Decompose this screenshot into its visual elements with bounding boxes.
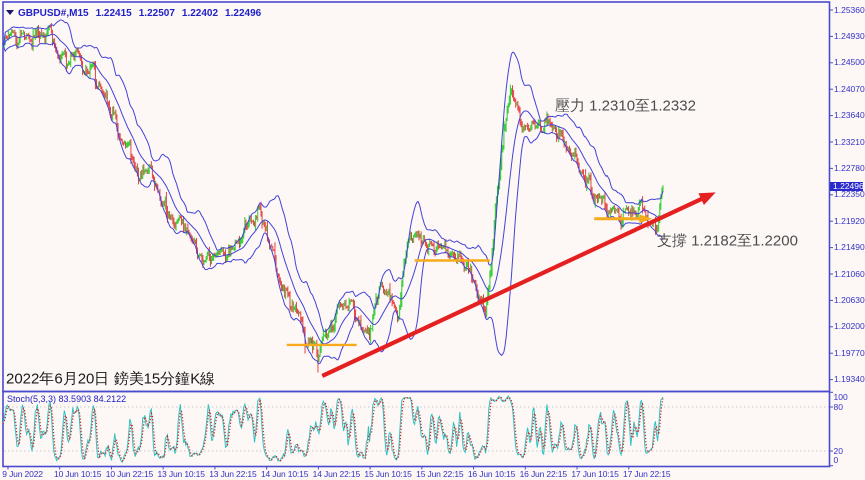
quote-open: 1.22415 (95, 8, 132, 19)
cjk-glyph-美 (129, 369, 144, 388)
text-run: 15 (143, 370, 161, 388)
stoch-name: Stoch(5,3,3) (7, 394, 57, 404)
quote-low: 1.22402 (181, 8, 219, 19)
text-run: 1.2310 (585, 97, 636, 115)
cjk-glyph-分 (160, 369, 175, 388)
time-axis-label: 16 Jun 22:15 (519, 468, 568, 479)
time-axis-label: 14 Jun 10:15 (260, 468, 309, 479)
text-run: 1.2200 (752, 232, 798, 250)
price-axis-label: 1.25360 (834, 4, 865, 15)
trend-arrow-line (321, 195, 706, 378)
price-axis-label: 1.24930 (834, 30, 865, 41)
price-axis-label: 1.20630 (834, 294, 865, 305)
cjk-glyph-至 (737, 231, 752, 250)
price-axis-label: 1.21060 (834, 268, 865, 279)
price-axis-label: 1.22780 (834, 162, 865, 173)
time-axis-label: 9 Jun 2022 (2, 468, 43, 479)
time-axis-label: 15 Jun 10:15 (364, 468, 412, 479)
text-run: 1.2332 (650, 97, 696, 115)
stoch-d-value: 84.2122 (93, 394, 127, 404)
quote-high: 1.22507 (138, 8, 175, 19)
text-run: 1.2182 (687, 232, 738, 250)
stoch-axis-label: 100 (833, 392, 848, 402)
level-segment-arrowhead (639, 214, 653, 224)
time-axis-label: 15 Jun 22:15 (416, 468, 464, 479)
time-axis-label: 10 Jun 10:15 (54, 468, 102, 479)
time-axis-label: 17 Jun 22:15 (623, 468, 671, 479)
stochastic-d-line (2, 396, 664, 462)
indicator-panel-border (2, 390, 831, 468)
symbol-dropdown-triangle-icon[interactable] (6, 10, 14, 15)
time-axis-label: 17 Jun 10:15 (571, 468, 619, 479)
time-axis-label: 14 Jun 22:15 (312, 468, 361, 479)
price-axis-label: 1.19340 (834, 374, 865, 385)
time-axis-label: 16 Jun 10:15 (467, 468, 516, 479)
support-annotation: 1.2182 1.2200 (657, 231, 798, 250)
price-axis-label: 1.22350 (834, 189, 865, 200)
time-axis-label: 13 Jun 22:15 (209, 468, 257, 479)
cjk-glyph-撐 (672, 231, 687, 250)
cjk-glyph-力 (570, 96, 585, 115)
stochastic-indicator-label: Stoch(5,3,3) 83.5903 84.2122 (7, 394, 126, 404)
cjk-glyph-至 (635, 96, 650, 115)
candles-down (5, 23, 658, 373)
cjk-glyph-日 (94, 369, 109, 388)
text-run: 20 (77, 370, 95, 388)
price-axis-label: 1.23210 (834, 136, 865, 147)
stoch-axis-label: 80 (833, 401, 843, 412)
symbol-period-label: GBPUSD#,M15 (18, 8, 89, 19)
price-axis-label: 1.20200 (834, 321, 865, 332)
chart-title: GBPUSD#,M15 1.22415 1.22507 1.22402 1.22496 (18, 8, 261, 19)
text-run: 6 (54, 370, 63, 388)
trend-arrow-head (698, 192, 716, 205)
text-run: K (190, 370, 201, 388)
time-axis-label: 10 Jun 22:15 (105, 468, 154, 479)
price-axis-label: 1.21920 (834, 215, 865, 226)
price-axis-label: 1.24500 (834, 57, 865, 68)
cjk-glyph-壓 (555, 96, 570, 115)
price-axis-label: 1.24070 (834, 83, 865, 94)
cjk-glyph-鐘 (175, 369, 190, 388)
cjk-glyph-鎊 (113, 369, 129, 388)
bollinger-upper-band (2, 19, 664, 333)
stoch-axis-label: 0 (833, 454, 839, 465)
bollinger-middle-band (2, 33, 664, 345)
stoch-axis-label: 20 (833, 445, 843, 456)
quote-close: 1.22496 (225, 8, 262, 19)
time-axis-label: 13 Jun 10:15 (157, 468, 205, 479)
stoch-k-value: 83.5903 (58, 394, 92, 404)
stochastic-k-line (2, 395, 664, 463)
resistance-annotation: 1.2310 1.2332 (555, 96, 696, 115)
chart-caption: 2022 6 20 15 K (6, 369, 215, 388)
price-axis-label: 1.21490 (834, 242, 865, 253)
bollinger-lower-band (2, 41, 664, 365)
cjk-glyph-支 (657, 231, 672, 250)
cjk-glyph-年 (39, 369, 54, 388)
cjk-glyph-月 (63, 369, 78, 388)
price-axis-label: 1.19770 (834, 347, 865, 358)
cjk-glyph-線 (200, 369, 215, 388)
text-run: 2022 (6, 370, 40, 388)
current-price-tag: 1.22496 (830, 181, 864, 191)
price-axis-label: 1.23640 (834, 110, 865, 121)
